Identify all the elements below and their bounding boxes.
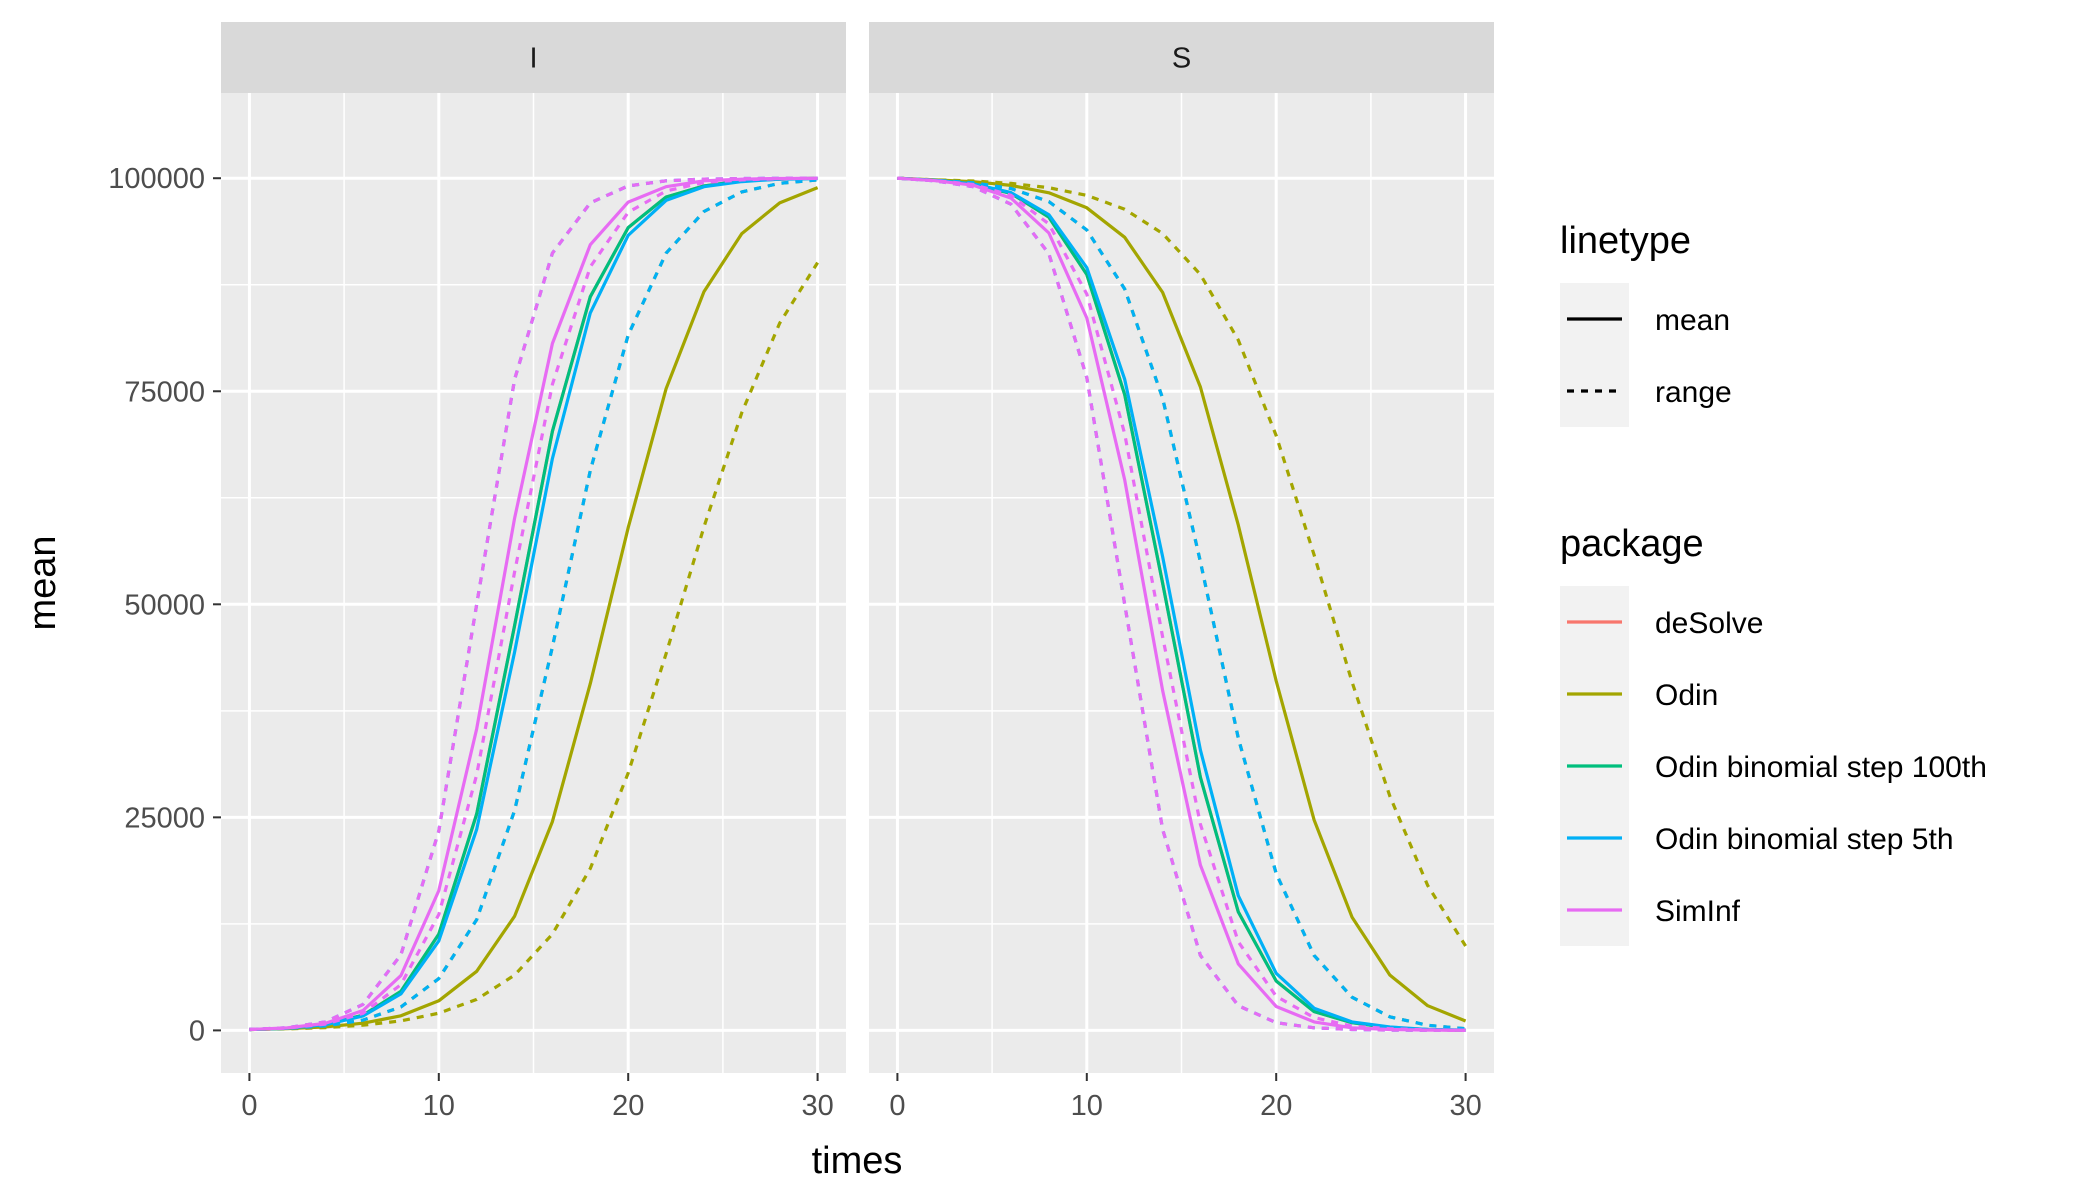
legend-key-odin-binomial-step-5th: Odin binomial step 5th xyxy=(1560,802,1954,874)
facet-panel-S: S xyxy=(869,22,1494,1073)
facet-strip xyxy=(221,22,846,93)
legend-key-odin-binomial-step-100th: Odin binomial step 100th xyxy=(1560,730,1987,802)
series-line-odin-range xyxy=(897,176,1467,947)
legend-label: mean xyxy=(1655,304,1730,337)
series-lines xyxy=(249,176,819,1032)
y-tick-label: 100000 xyxy=(108,163,205,195)
legend-key-desolve: deSolve xyxy=(1560,586,1763,658)
legend-title-linetype: linetype xyxy=(1560,220,1691,262)
series-line-siminf-mean xyxy=(897,176,1466,1032)
series-line-odin-mean xyxy=(897,176,1467,1023)
y-axis-title: mean xyxy=(22,535,64,630)
x-tick-label: 20 xyxy=(612,1090,644,1122)
legend-key-odin: Odin xyxy=(1560,658,1718,730)
legend-label: Odin binomial step 100th xyxy=(1655,751,1987,784)
legend-label: range xyxy=(1655,376,1732,409)
facet-panel-I: I xyxy=(221,22,846,1073)
series-line-odin-mean xyxy=(249,186,819,1032)
y-tick-label: 75000 xyxy=(124,376,205,408)
x-tick-label: 30 xyxy=(801,1090,833,1122)
legend-label: Odin binomial step 5th xyxy=(1655,823,1954,856)
series-line-siminf-mean xyxy=(249,176,818,1032)
facet-strip-label: S xyxy=(1172,43,1191,75)
legend: linetype mean range package deSolve Odin Od… xyxy=(1560,220,1987,946)
series-line-odin-range xyxy=(249,261,819,1032)
facet-strip-label: I xyxy=(529,43,537,75)
y-tick-label: 50000 xyxy=(124,589,205,621)
x-tick-label: 0 xyxy=(889,1090,905,1122)
x-tick-label: 20 xyxy=(1260,1090,1292,1122)
y-axis: 0 25000 50000 75000 100000 xyxy=(108,163,221,1047)
series-line-odin-binomial-step-5th-mean xyxy=(249,177,818,1032)
x-tick-label: 0 xyxy=(241,1090,257,1122)
legend-package-keys: deSolve Odin Odin binomial step 100th Odin … xyxy=(1560,586,1987,946)
legend-key-siminf: SimInf xyxy=(1560,874,1741,946)
legend-label: SimInf xyxy=(1655,895,1741,928)
x-axis: 0 10 20 30 0 10 20 30 xyxy=(241,1073,1482,1122)
series-line-odin-binomial-step-5th-mean xyxy=(897,176,1466,1032)
x-axis-title: times xyxy=(812,1140,903,1182)
x-tick-label: 30 xyxy=(1449,1090,1481,1122)
facet-strip xyxy=(869,22,1494,93)
series-line-siminf-range xyxy=(897,176,1466,1032)
x-tick-label: 10 xyxy=(1071,1090,1103,1122)
legend-label: deSolve xyxy=(1655,607,1763,640)
legend-label: Odin xyxy=(1655,679,1718,712)
legend-linetype-keys: mean range xyxy=(1560,283,1732,427)
series-line-siminf-range xyxy=(249,176,818,1032)
legend-key-mean: mean xyxy=(1560,283,1730,355)
legend-key-range: range xyxy=(1560,355,1732,427)
series-lines xyxy=(897,176,1467,1033)
legend-title-package: package xyxy=(1560,523,1704,565)
x-tick-label: 10 xyxy=(423,1090,455,1122)
y-tick-label: 0 xyxy=(189,1015,205,1047)
y-tick-label: 25000 xyxy=(124,802,205,834)
